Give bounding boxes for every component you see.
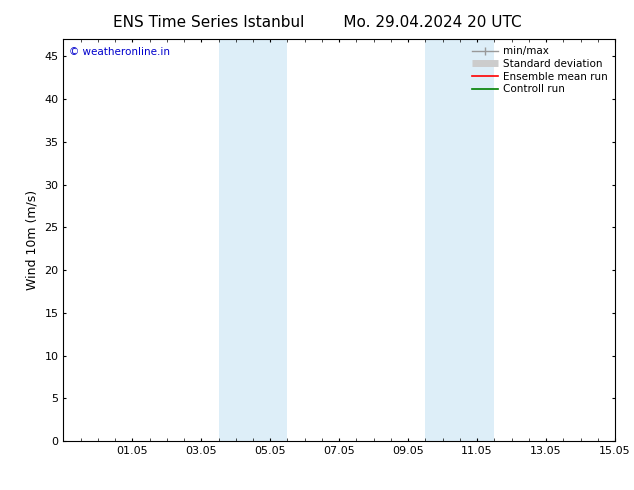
- Bar: [219, 39, 287, 441]
- Bar: [425, 39, 495, 441]
- Text: © weatheronline.in: © weatheronline.in: [69, 47, 170, 57]
- Text: ENS Time Series Istanbul        Mo. 29.04.2024 20 UTC: ENS Time Series Istanbul Mo. 29.04.2024 …: [113, 15, 521, 30]
- Y-axis label: Wind 10m (m/s): Wind 10m (m/s): [26, 190, 39, 290]
- Legend: min/max, Standard deviation, Ensemble mean run, Controll run: min/max, Standard deviation, Ensemble me…: [470, 45, 610, 97]
